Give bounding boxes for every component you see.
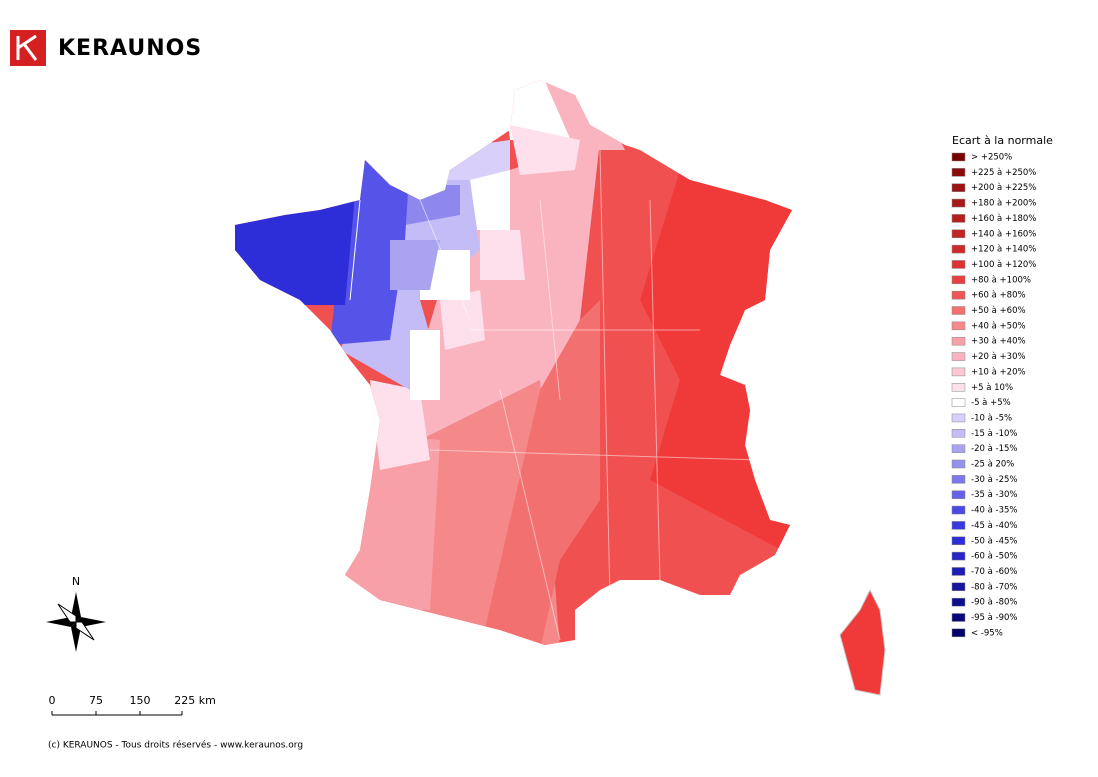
region	[410, 330, 440, 400]
legend-swatch	[951, 183, 966, 192]
legend-label: +120 à +140%	[971, 245, 1036, 255]
legend-swatch	[951, 229, 966, 238]
legend-label: +5 à 10%	[971, 383, 1013, 393]
region	[470, 170, 510, 230]
logo: KERAUNOS	[10, 30, 202, 66]
legend-label: -90 à -80%	[971, 598, 1017, 608]
legend-swatch	[951, 367, 966, 377]
legend-label: < -95%	[971, 628, 1003, 638]
scale-label: 225 km	[174, 694, 216, 707]
legend-swatch	[951, 429, 966, 438]
legend-swatch	[951, 628, 966, 638]
legend-label: -70 à -60%	[971, 567, 1017, 577]
legend-swatch	[951, 475, 966, 484]
logo-k	[16, 34, 38, 61]
legend-label: -30 à -25%	[971, 475, 1017, 485]
compass-label: N	[72, 575, 80, 588]
region	[480, 300, 600, 645]
legend-label: +200 à +225%	[971, 183, 1036, 193]
legend-label: +80 à +100%	[971, 275, 1031, 285]
legend-swatch	[951, 551, 966, 561]
legend: Ecart à la normale > +250% +225 à +250% +2…	[951, 134, 1053, 638]
legend-swatch	[951, 597, 966, 607]
region	[500, 80, 580, 140]
legend-label: -50 à -45%	[971, 536, 1017, 546]
legend-label: +180 à +200%	[971, 199, 1036, 209]
legend-swatch	[951, 198, 966, 208]
legend-label: -40 à -35%	[971, 506, 1017, 516]
legend-label: +60 à +80%	[971, 291, 1026, 301]
logo-text: KERAUNOS	[58, 36, 202, 61]
legend-label: +20 à +30%	[971, 352, 1026, 362]
legend-swatch	[951, 260, 966, 269]
legend-label: > +250%	[971, 153, 1012, 163]
compass-arrow	[75, 621, 95, 641]
legend-swatch	[951, 490, 966, 499]
legend-label: +10 à +20%	[971, 367, 1026, 377]
legend-label: -10 à -5%	[971, 413, 1012, 423]
legend-swatch	[951, 521, 966, 530]
legend-swatch	[951, 383, 966, 392]
region	[370, 380, 430, 470]
region	[390, 240, 440, 290]
legend-swatch	[951, 398, 966, 407]
legend-label: -25 à 20%	[971, 460, 1014, 470]
legend-swatch	[951, 275, 966, 285]
legend-title: Ecart à la normale	[952, 134, 1053, 147]
compass: N	[46, 575, 106, 652]
legend-label: -20 à -15%	[971, 444, 1017, 454]
scale-line	[51, 711, 183, 716]
legend-swatch	[951, 290, 966, 300]
legend-swatch	[951, 536, 966, 545]
scale-bar: 0 75 150 225 km	[49, 694, 216, 716]
legend-swatch	[951, 352, 966, 361]
legend-swatch	[951, 505, 966, 515]
region	[480, 230, 525, 280]
mainland	[235, 80, 792, 645]
region	[235, 195, 355, 305]
region	[510, 125, 580, 175]
legend-swatch	[951, 413, 966, 423]
legend-label: -60 à -50%	[971, 552, 1017, 562]
legend-swatch	[951, 444, 966, 453]
legend-swatch	[951, 168, 966, 177]
scale-label: 150	[130, 694, 151, 707]
legend-label: -5 à +5%	[971, 398, 1011, 408]
legend-swatch	[951, 567, 966, 576]
legend-swatch	[951, 244, 966, 254]
region	[440, 290, 485, 350]
legend-label: +50 à +60%	[971, 306, 1026, 316]
legend-swatch	[951, 582, 966, 592]
legend-label: -45 à -40%	[971, 521, 1017, 531]
legend-swatch	[951, 152, 966, 162]
legend-swatch	[951, 336, 966, 346]
legend-swatch	[951, 306, 966, 315]
legend-swatch	[951, 459, 966, 469]
legend-label: -35 à -30%	[971, 490, 1017, 500]
legend-label: +100 à +120%	[971, 260, 1036, 270]
border	[349, 199, 361, 301]
legend-label: +160 à +180%	[971, 214, 1036, 224]
scale-label: 75	[89, 694, 103, 707]
legend-label: +225 à +250%	[971, 168, 1036, 178]
legend-label: +30 à +40%	[971, 337, 1026, 347]
legend-label: -95 à -90%	[971, 613, 1017, 623]
legend-label: -15 à -10%	[971, 429, 1017, 439]
scale-label: 0	[49, 694, 56, 707]
legend-label: -80 à -70%	[971, 582, 1017, 592]
legend-label: +40 à +50%	[971, 321, 1026, 331]
legend-swatch	[951, 214, 966, 223]
legend-swatch	[951, 613, 966, 622]
corsica	[839, 588, 886, 696]
legend-swatch	[951, 321, 966, 331]
border	[419, 149, 761, 641]
footer: (c) KERAUNOS - Tous droits réservés - ww…	[48, 740, 303, 751]
legend-label: +140 à +160%	[971, 229, 1036, 239]
